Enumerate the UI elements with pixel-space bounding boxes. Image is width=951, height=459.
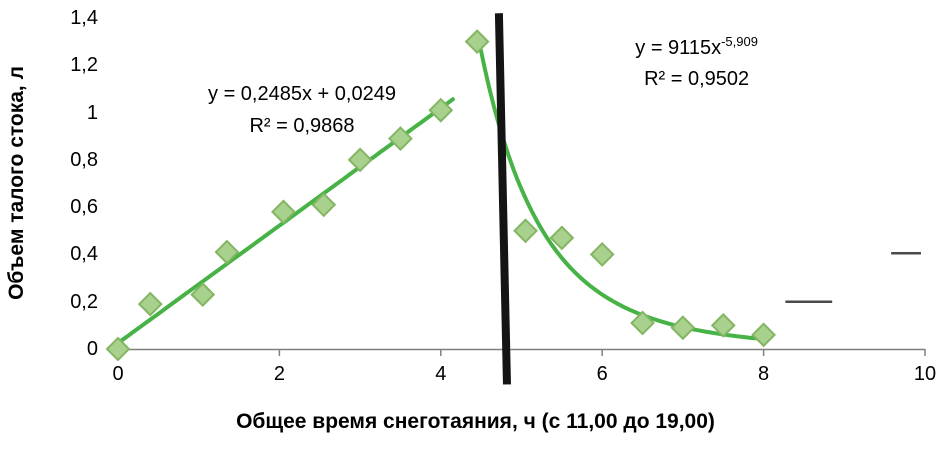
divider-line <box>494 13 511 385</box>
r-squared-text: R² = 0,9502 <box>644 68 750 91</box>
data-point-marker <box>464 29 490 55</box>
y-axis-title: Объем талого стока, л <box>5 66 28 300</box>
y-tick-label: 0,4 <box>70 243 98 266</box>
y-tick-label: 0,2 <box>70 290 98 313</box>
equation-text: y = 0,2485x + 0,0249 <box>208 83 396 106</box>
data-point-marker <box>311 192 337 218</box>
equation-text: y = 9115x-5,909 <box>635 26 758 64</box>
data-point-marker <box>271 199 296 225</box>
data-point-marker <box>388 126 413 151</box>
linear-trendline-equation: y = 0,2485x + 0,0249 R² = 0,9868 <box>208 78 396 142</box>
equation-base: y = 9115x <box>635 36 722 59</box>
y-tick-label: 0 <box>86 338 98 360</box>
data-point-marker <box>630 310 655 336</box>
y-tick-label: 1,2 <box>70 54 98 77</box>
x-tick-label: 6 <box>596 363 608 385</box>
data-point-marker <box>751 322 777 348</box>
y-tick-label: 1 <box>86 101 98 124</box>
data-point-marker <box>549 225 575 251</box>
data-point-marker <box>428 97 454 123</box>
data-point-marker <box>670 315 696 341</box>
x-tick-label: 4 <box>435 363 447 385</box>
data-point-marker <box>347 147 373 173</box>
equation-exponent: -5,909 <box>721 33 758 49</box>
data-point-marker <box>137 291 163 317</box>
data-point-marker <box>105 336 131 362</box>
x-axis-title: Общее время снеготаяния, ч (с 11,00 до 1… <box>236 410 715 433</box>
y-tick-label: 0,6 <box>70 196 98 219</box>
data-point-marker <box>589 242 615 267</box>
y-tick-label: 0,8 <box>70 148 98 171</box>
data-point-marker <box>513 218 538 244</box>
data-point-marker <box>190 282 216 308</box>
x-tick-label: 2 <box>273 363 285 385</box>
r-squared-text: R² = 0,9868 <box>249 115 355 138</box>
data-point-marker <box>710 312 736 338</box>
x-tick-label: 10 <box>913 363 937 385</box>
x-tick-label: 8 <box>758 363 770 385</box>
y-tick-label: 1,4 <box>70 7 98 29</box>
data-point-marker <box>214 239 240 265</box>
power-trendline-equation: y = 9115x-5,909 R² = 0,9502 <box>635 26 758 96</box>
x-tick-label: 0 <box>112 363 124 385</box>
